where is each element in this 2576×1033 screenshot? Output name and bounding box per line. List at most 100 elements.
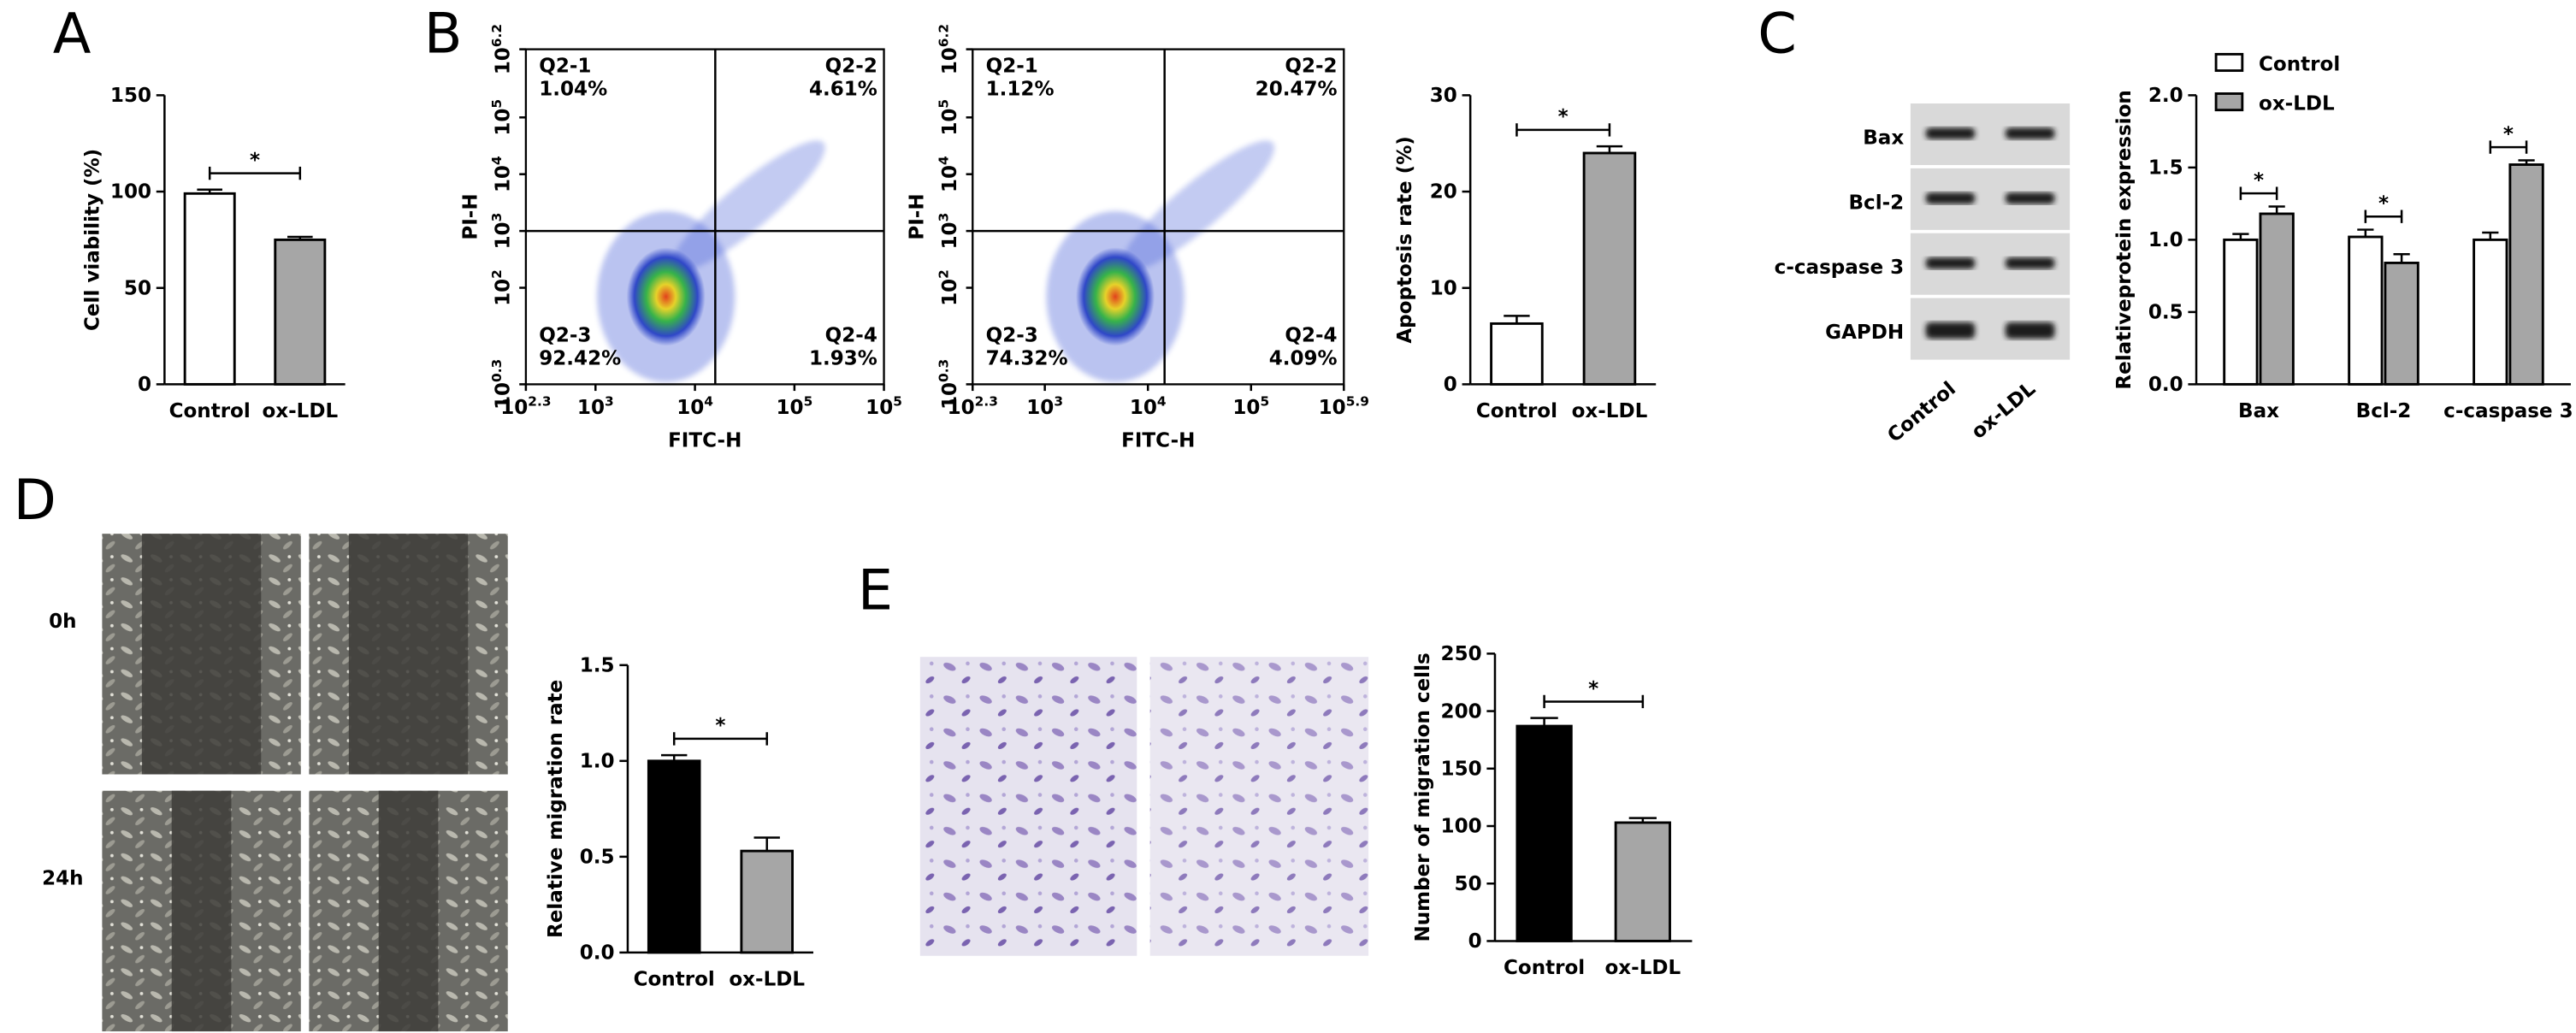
scratch-gap [378,790,439,1032]
y-tick-label: 0.5 [2148,302,2183,324]
quadrant-percent: 1.93% [809,347,877,369]
y-tick-label: 104 [936,156,961,192]
panel-letter: D [14,468,56,533]
bar [1614,821,1671,942]
blot-row-label: c-caspase 3 [1775,257,1905,279]
bar [1515,724,1573,942]
y-tick-label: 0 [138,374,151,396]
quadrant-name: Q2-1 [539,56,591,78]
legend-swatch [2214,52,2244,73]
panel-letter: E [858,558,893,623]
y-tick-label: 2.0 [2148,85,2183,107]
y-tick-label: 100 [1441,816,1482,838]
x-tick-label: 104 [1130,393,1167,419]
bar [2223,238,2259,386]
y-tick-label: 1.5 [580,654,615,676]
blot-band [1925,322,1976,339]
density-core [626,247,706,346]
blot-band [1925,127,1976,139]
x-tick-label: 102.3 [948,393,998,419]
bar [740,849,794,954]
significance-label: * [2378,193,2389,215]
y-tick-label: 1.0 [580,751,615,773]
y-axis-label: Number of migration cells [1412,652,1434,942]
x-tick-label: Control [1504,957,1585,979]
x-tick-label: 103 [1026,393,1063,419]
quadrant-percent: 74.32% [986,347,1068,369]
quadrant-name: Q2-1 [986,56,1038,78]
x-tick-label: Control [169,400,251,422]
blot-row-label: GAPDH [1825,322,1904,344]
blot-band [2005,192,2055,204]
y-axis-label: PI-H [907,193,929,239]
y-tick-label: 1.5 [2148,157,2183,180]
plot-frame [972,48,1345,386]
y-axis-label: PI-H [459,193,482,239]
x-tick-label: ox-LDL [262,400,338,422]
x-tick-label: ox-LDL [729,968,805,990]
x-tick-label: 105.9 [1319,393,1369,419]
micrographs-e [919,657,1369,956]
y-axis-label: Cell viability (%) [82,149,104,331]
y-tick-label: 102 [936,269,961,306]
x-tick-label: Bcl-2 [2356,400,2412,422]
x-tick-label: 105 [777,393,813,419]
panel-letter: C [1758,1,1797,66]
quadrant-percent: 1.12% [986,78,1055,100]
y-tick-label: 105 [936,99,961,136]
lane-label: Control [1883,378,1960,447]
y-axis-label: Relativeprotein expression [2113,90,2136,389]
y-tick-label: 1.0 [2148,229,2183,251]
y-tick-label: 0 [1468,930,1482,953]
y-tick-label: 10 [1430,277,1457,299]
significance-label: * [715,715,725,737]
y-tick-label: 30 [1430,85,1457,107]
quadrant-name: Q2-4 [1285,324,1337,346]
y-axis-label: Apoptosis rate (%) [1394,136,1416,343]
x-axis-label: FITC-H [1121,429,1195,452]
legend-swatch [2214,92,2244,112]
y-tick-label: 103 [489,213,515,250]
x-tick-label: ox-LDL [1572,400,1648,422]
legend-label: Control [2259,54,2340,76]
significance-label: * [1588,678,1598,700]
blot-band [1925,257,1976,269]
quadrant-percent: 4.61% [809,78,877,100]
x-tick-label: 104 [676,393,713,419]
y-tick-label: 102 [489,269,515,306]
y-tick-label: 103 [936,213,961,250]
bar [1582,151,1637,386]
y-tick-label: 200 [1441,700,1482,723]
density-streak [1120,140,1275,273]
scratch-gap [141,534,262,775]
y-tick-label: 20 [1430,181,1457,204]
x-tick-label: ox-LDL [1604,957,1681,979]
y-axis-label: Relative migration rate [545,680,567,938]
y-tick-label: 150 [1441,758,1482,780]
x-tick-label: c-caspase 3 [2443,400,2573,422]
x-tick-label: Bax [2238,400,2279,422]
x-tick-label: 105 [866,393,902,419]
bar [2508,163,2544,386]
y-tick-label: 0 [1444,374,1457,396]
bar [2259,212,2295,386]
quadrant-name: Q2-4 [825,324,877,346]
y-tick-label: 0.0 [2148,374,2183,396]
bar [2384,261,2419,386]
quadrant-percent: 4.09% [1269,347,1338,369]
y-tick-label: 0.0 [580,942,615,965]
x-tick-label: Control [1476,400,1557,422]
y-tick-label: 105 [489,99,515,136]
y-tick-label: 100 [110,181,151,204]
quadrant-name: Q2-2 [1285,56,1337,78]
y-tick-label: 50 [124,277,151,299]
x-tick-label: 105 [1232,393,1269,419]
y-tick-label: 104 [489,156,515,192]
bar [647,759,701,954]
panel-letter: B [424,1,463,66]
bar [274,238,327,386]
blot-row-label: Bax [1863,127,1904,150]
blot-band [1925,192,1976,204]
